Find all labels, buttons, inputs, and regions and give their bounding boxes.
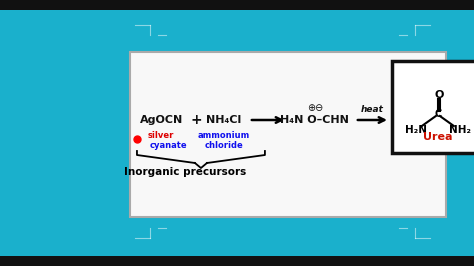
FancyBboxPatch shape [0,256,474,266]
FancyBboxPatch shape [130,52,446,217]
Text: chloride: chloride [205,140,243,149]
Text: Urea: Urea [423,132,453,142]
Text: ⊕⊖: ⊕⊖ [307,103,323,113]
FancyBboxPatch shape [392,61,474,153]
Text: +: + [190,113,202,127]
FancyBboxPatch shape [0,0,474,10]
Text: O: O [434,90,444,100]
Text: H₄N O–CHN: H₄N O–CHN [281,115,349,125]
Text: heat: heat [360,105,383,114]
Text: silver: silver [148,131,174,140]
Text: NH₂: NH₂ [449,125,471,135]
Text: H₂N: H₂N [405,125,427,135]
Text: NH₄Cl: NH₄Cl [206,115,242,125]
Text: AgOCN: AgOCN [140,115,183,125]
FancyBboxPatch shape [0,10,474,256]
Text: C: C [434,109,441,119]
Text: ammonium: ammonium [198,131,250,140]
Text: Inorganic precursors: Inorganic precursors [124,167,246,177]
Text: cyanate: cyanate [150,140,188,149]
